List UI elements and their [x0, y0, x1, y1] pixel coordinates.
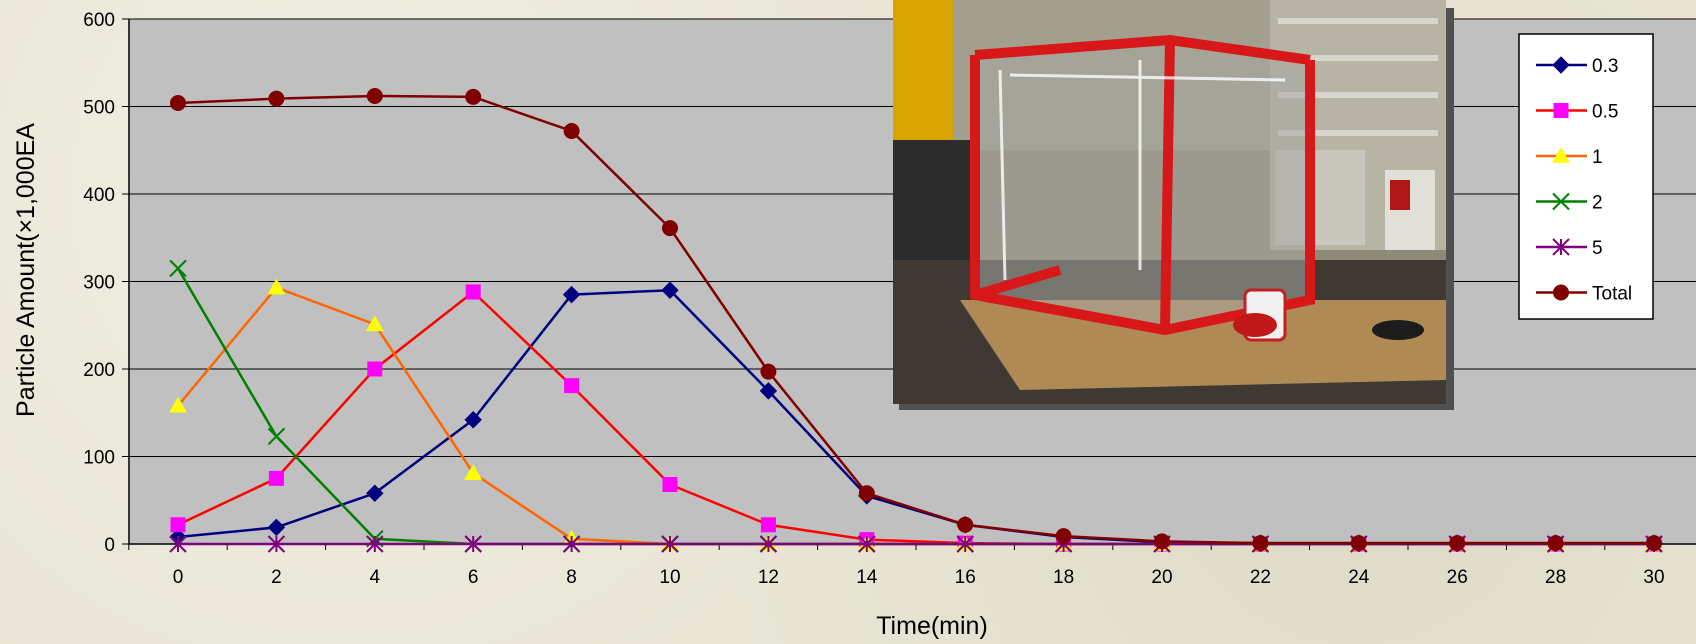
- x-tick-label: 20: [1151, 567, 1172, 588]
- data-point: [563, 123, 580, 139]
- data-point: [759, 535, 778, 553]
- data-point: [464, 535, 482, 553]
- legend-label: 0.3: [1592, 56, 1618, 77]
- y-axis-title: Particle Amount(×1,000EA: [12, 123, 40, 417]
- data-point: [169, 396, 187, 413]
- legend-item: 0.3: [1536, 56, 1618, 77]
- x-tick-label: 2: [271, 567, 282, 588]
- legend-label: 2: [1592, 193, 1603, 214]
- data-point: [662, 477, 678, 492]
- data-point: [1552, 147, 1570, 163]
- data-point: [562, 285, 581, 304]
- y-tick-label: 100: [83, 448, 115, 469]
- data-point: [366, 88, 383, 104]
- inset-photo: [893, 0, 1454, 410]
- data-point: [1553, 284, 1569, 301]
- legend: 0.3 0.5 1 2 5 Total: [1518, 33, 1654, 320]
- y-tick-label: 400: [83, 185, 115, 206]
- data-point: [365, 315, 384, 332]
- data-point: [1646, 535, 1662, 552]
- data-point: [759, 382, 778, 400]
- legend-label: 0.5: [1592, 102, 1618, 123]
- data-point: [1350, 535, 1367, 552]
- data-point: [957, 516, 974, 533]
- data-point: [760, 363, 777, 380]
- data-point: [366, 535, 384, 553]
- legend-item: Total: [1536, 284, 1632, 305]
- legend-label: 1: [1592, 147, 1603, 168]
- legend-box: [1518, 33, 1654, 320]
- x-tick-label: 18: [1053, 567, 1074, 588]
- data-point: [268, 90, 285, 107]
- y-tick-label: 0: [104, 535, 115, 556]
- x-axis-title: Time(min): [876, 612, 988, 640]
- x-tick-label: 4: [370, 567, 381, 588]
- x-tick-label: 30: [1643, 567, 1664, 588]
- x-tick-label: 8: [566, 567, 577, 588]
- x-tick-label: 0: [173, 567, 184, 588]
- legend-label: Total: [1592, 284, 1632, 305]
- data-point: [267, 518, 286, 537]
- data-point: [169, 259, 187, 278]
- data-point: [1552, 56, 1570, 74]
- data-point: [465, 88, 482, 105]
- legend-item: 1: [1536, 147, 1603, 168]
- y-tick-labels: 0 100 200 300 400 500 600: [83, 10, 115, 556]
- data-point: [1449, 535, 1466, 552]
- data-point: [956, 535, 974, 553]
- series-line: [177, 94, 1654, 545]
- data-point: [1055, 528, 1072, 545]
- y-tick-label: 300: [83, 273, 115, 294]
- legend-item: 5: [1536, 238, 1603, 259]
- data-point: [268, 470, 284, 486]
- x-tick-label: 10: [659, 567, 680, 588]
- y-tick-label: 200: [83, 360, 115, 381]
- x-tick-label: 6: [468, 567, 479, 588]
- data-point: [170, 517, 186, 533]
- data-point: [562, 535, 581, 553]
- legend-item: 0.5: [1536, 102, 1618, 123]
- y-tick-label: 500: [83, 98, 115, 119]
- data-point: [1552, 192, 1570, 211]
- data-point: [366, 484, 384, 502]
- data-point: [1252, 535, 1269, 552]
- data-point: [267, 535, 286, 553]
- legend-label: 5: [1592, 238, 1603, 259]
- data-point: [464, 464, 483, 480]
- x-tick-label: 12: [758, 567, 779, 588]
- data-point: [170, 95, 186, 111]
- x-tick-label: 22: [1250, 567, 1271, 588]
- data-point: [169, 535, 187, 553]
- data-point: [662, 220, 678, 237]
- x-tick-label: 16: [955, 567, 976, 588]
- x-tick-label: 26: [1447, 567, 1468, 588]
- series-layer: [169, 88, 1663, 553]
- data-point: [367, 361, 383, 377]
- data-point: [760, 517, 776, 533]
- data-point: [1547, 535, 1564, 552]
- x-tick-labels: 0 2 4 6 8 10 12 14 16 18 20 22 24 26 28 30: [173, 567, 1665, 588]
- data-point: [1154, 533, 1170, 550]
- data-point: [465, 284, 481, 300]
- y-tick-label: 600: [83, 10, 115, 31]
- data-point: [858, 535, 876, 553]
- data-point: [464, 411, 482, 429]
- x-tick-label: 14: [856, 567, 878, 588]
- data-point: [1552, 238, 1570, 256]
- legend-item: 2: [1536, 193, 1603, 214]
- x-tick-label: 24: [1348, 567, 1370, 588]
- data-point: [267, 278, 286, 295]
- data-point: [661, 535, 679, 553]
- data-point: [1553, 103, 1569, 118]
- x-tick-label: 28: [1545, 567, 1566, 588]
- series-Total: [170, 88, 1662, 552]
- data-point: [267, 427, 286, 446]
- data-point: [661, 281, 679, 299]
- data-point: [564, 378, 580, 394]
- data-point: [858, 485, 875, 502]
